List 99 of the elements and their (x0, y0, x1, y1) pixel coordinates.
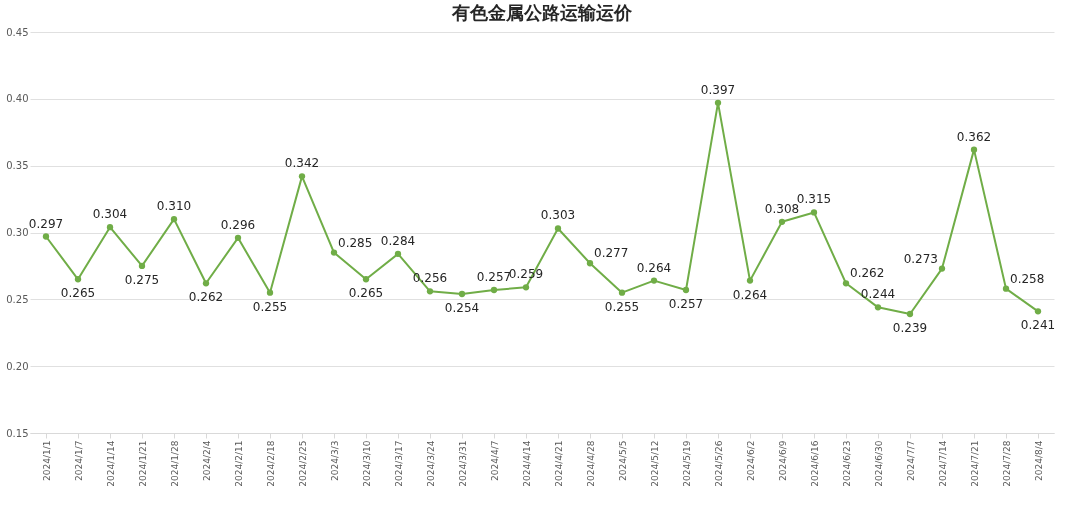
data-label: 0.284 (380, 233, 416, 248)
y-tick-label: 0.35 (6, 160, 29, 172)
data-label: 0.273 (903, 251, 938, 266)
x-tick-label: 2024/2/25 (297, 440, 308, 487)
data-label: 0.255 (252, 299, 288, 314)
data-label: 0.296 (220, 217, 256, 232)
x-tick-label: 2024/7/7 (905, 440, 916, 481)
data-label: 0.262 (850, 266, 885, 281)
point (490, 286, 498, 294)
point (170, 215, 178, 223)
data-label: 0.275 (124, 272, 160, 287)
point (394, 250, 402, 258)
x-tick-label: 2024/4/7 (489, 440, 500, 481)
x-tick-label: 2024/8/4 (1033, 440, 1044, 481)
y-tick-label: 0.45 (6, 26, 29, 38)
y-tick-label: 0.30 (6, 227, 29, 238)
data-label: 0.244 (860, 287, 896, 302)
point (778, 218, 786, 225)
data-label: 0.255 (604, 299, 640, 314)
data-label: 0.303 (540, 208, 576, 223)
data-label: 0.397 (700, 82, 736, 97)
point (138, 262, 146, 270)
y-tick-label: 0.25 (6, 293, 29, 305)
data-label: 0.285 (338, 235, 373, 250)
data-label: 0.254 (444, 300, 480, 315)
data-label: 0.277 (594, 246, 629, 261)
y-tick-label: 0.20 (6, 360, 29, 372)
x-tick-label: 2024/2/11 (233, 440, 244, 487)
x-tick-label: 2024/7/28 (1001, 440, 1012, 487)
point (586, 260, 594, 267)
point (810, 209, 818, 216)
point (842, 280, 850, 287)
x-tick-label: 2024/5/26 (713, 440, 724, 487)
data-label: 0.239 (892, 321, 928, 336)
point (746, 277, 754, 284)
point (554, 225, 562, 232)
data-label: 0.241 (1020, 318, 1056, 333)
point (1034, 308, 1042, 315)
point (426, 288, 434, 295)
point (714, 99, 722, 106)
point (938, 265, 946, 272)
point (106, 224, 114, 231)
point (330, 249, 338, 256)
data-label: 0.310 (156, 199, 192, 214)
data-label: 0.262 (188, 290, 224, 305)
point (234, 234, 242, 241)
point (1002, 285, 1010, 292)
point (298, 173, 306, 180)
point (650, 277, 658, 284)
point (266, 289, 274, 296)
data-label: 0.342 (284, 156, 320, 171)
x-tick-label: 2024/3/10 (361, 440, 372, 487)
data-label: 0.258 (1010, 271, 1045, 286)
data-label: 0.257 (668, 296, 704, 311)
x-tick-label: 2024/7/21 (969, 440, 980, 487)
x-tick-label: 2024/1/7 (73, 440, 84, 481)
data-label: 0.297 (28, 216, 64, 231)
x-tick-label: 2024/1/28 (169, 440, 180, 487)
x-tick-label: 2024/3/24 (425, 440, 436, 487)
x-tick-label: 2024/6/16 (809, 440, 820, 487)
x-tick-label: 2024/3/3 (329, 440, 340, 481)
x-tick-label: 2024/6/30 (873, 440, 884, 487)
x-tick-label: 2024/1/21 (137, 440, 148, 487)
point (874, 304, 882, 311)
x-tick-label: 2024/7/14 (937, 440, 948, 487)
x-tick-label: 2024/3/31 (457, 440, 468, 487)
x-tick-label: 2024/5/5 (617, 440, 628, 481)
data-label: 0.304 (92, 207, 128, 222)
x-tick-label: 2024/5/19 (681, 440, 692, 487)
chart-title: 有色金属公路运输运价 (451, 2, 633, 23)
x-tick-label: 2024/6/9 (777, 440, 788, 481)
point (202, 280, 210, 287)
x-tick-label: 2024/5/12 (649, 440, 660, 487)
x-tick-label: 2024/1/14 (105, 440, 116, 487)
data-label: 0.265 (348, 286, 384, 301)
point (522, 284, 530, 291)
point (970, 146, 978, 153)
data-label: 0.264 (732, 287, 768, 302)
point (682, 286, 690, 294)
point (74, 276, 82, 283)
data-label: 0.264 (636, 260, 672, 275)
data-label: 0.265 (60, 286, 96, 301)
x-tick-label: 2024/6/23 (841, 440, 852, 487)
data-label: 0.362 (956, 129, 992, 144)
x-tick-label: 2024/6/2 (745, 440, 756, 481)
y-tick-label: 0.15 (6, 427, 29, 439)
point (42, 233, 50, 240)
x-tick-label: 2024/4/21 (553, 440, 564, 487)
x-tick-label: 2024/3/17 (393, 440, 404, 487)
x-tick-label: 2024/4/28 (585, 440, 596, 487)
x-tick-label: 2024/4/14 (521, 440, 532, 487)
point (618, 289, 626, 296)
point (458, 290, 466, 298)
x-tick-label: 2024/2/18 (265, 440, 276, 487)
point (906, 310, 914, 318)
x-tick-label: 2024/2/4 (201, 440, 212, 481)
point (362, 276, 370, 283)
x-tick-label: 2024/1/1 (41, 440, 52, 481)
y-tick-label: 0.40 (6, 93, 29, 105)
